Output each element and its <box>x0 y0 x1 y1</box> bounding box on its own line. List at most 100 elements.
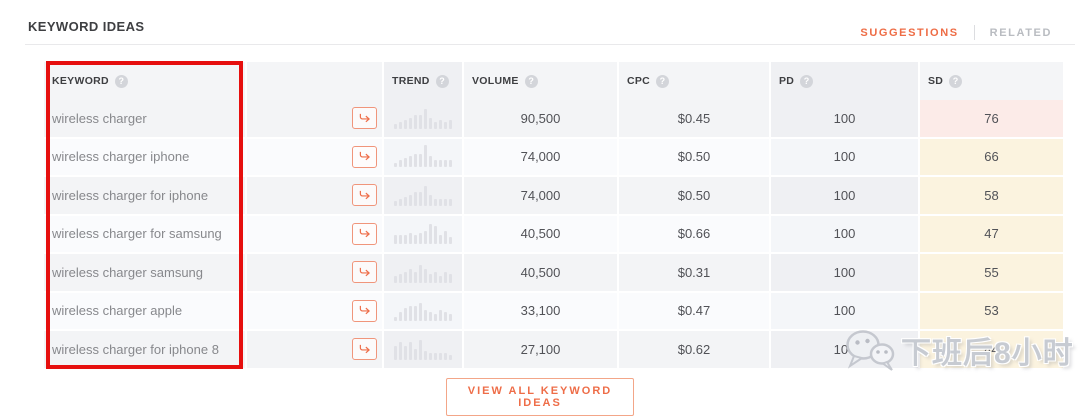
help-icon[interactable]: ? <box>656 74 670 88</box>
sd-cell: 44 <box>918 331 1063 368</box>
trend-bar <box>424 350 427 360</box>
trend-bar <box>439 352 442 360</box>
table-row: wireless charger iphone 74,000 $0.50 100 66 <box>44 138 1063 177</box>
keyword-cell[interactable]: wireless charger iphone <box>52 149 190 165</box>
column-header-keyword: KEYWORD ? <box>44 62 245 100</box>
view-all-keyword-ideas-button[interactable]: VIEW ALL KEYWORD IDEAS <box>446 378 634 416</box>
column-label: SD <box>928 75 944 87</box>
column-label: CPC <box>627 75 651 87</box>
arrow-right-icon <box>359 306 370 315</box>
trend-bar <box>429 352 432 360</box>
trend-bar <box>394 346 397 360</box>
trend-bar <box>419 153 422 167</box>
action-cell <box>245 215 382 252</box>
trend-bar <box>419 264 422 283</box>
arrow-right-icon <box>359 229 370 238</box>
trend-bar <box>409 156 412 167</box>
column-header-pd: PD ? <box>769 62 918 100</box>
table-row: wireless charger apple 33,100 $0.47 100 53 <box>44 292 1063 331</box>
trend-bar <box>399 160 402 167</box>
trend-bar <box>449 160 452 167</box>
help-icon[interactable]: ? <box>435 74 449 88</box>
trend-bar <box>414 192 417 206</box>
open-keyword-arrow-button[interactable] <box>352 107 377 130</box>
trend-bar <box>429 117 432 129</box>
trend-bar <box>444 121 447 129</box>
trend-bar <box>434 160 437 167</box>
trend-sparkline <box>382 177 462 214</box>
open-keyword-arrow-button[interactable] <box>352 261 377 284</box>
help-icon[interactable]: ? <box>949 74 963 88</box>
tab-separator <box>973 25 975 40</box>
table-row: wireless charger for samsung 40,500 $0.66 1… <box>44 215 1063 254</box>
keyword-cell[interactable]: wireless charger for iphone 8 <box>52 341 219 357</box>
help-icon[interactable]: ? <box>524 74 538 88</box>
sd-cell: 76 <box>918 100 1063 137</box>
arrow-right-icon <box>359 267 370 276</box>
trend-bar <box>424 310 427 321</box>
trend-bar <box>399 235 402 244</box>
trend-bar <box>404 196 407 206</box>
trend-bar <box>399 312 402 321</box>
pd-cell: 100 <box>769 215 918 252</box>
trend-bar <box>444 230 447 244</box>
help-icon[interactable]: ? <box>114 74 128 88</box>
trend-bar <box>414 305 417 321</box>
column-label: TREND <box>392 75 430 87</box>
trend-sparkline <box>382 292 462 329</box>
open-keyword-arrow-button[interactable] <box>352 299 377 322</box>
volume-cell: 33,100 <box>462 292 617 329</box>
open-keyword-arrow-button[interactable] <box>352 145 377 168</box>
open-keyword-arrow-button[interactable] <box>352 222 377 245</box>
column-header-action <box>245 62 382 100</box>
help-icon[interactable]: ? <box>800 74 814 88</box>
keyword-cell[interactable]: wireless charger for samsung <box>52 226 222 242</box>
keyword-cell[interactable]: wireless charger apple <box>52 303 183 319</box>
trend-bar <box>434 226 437 244</box>
trend-bar <box>414 235 417 244</box>
volume-cell: 74,000 <box>462 138 617 175</box>
cpc-cell: $0.62 <box>617 331 769 368</box>
trend-bar <box>434 271 437 283</box>
pd-cell: 100 <box>769 138 918 175</box>
trend-sparkline <box>382 100 462 137</box>
volume-cell: 27,100 <box>462 331 617 368</box>
trend-bar <box>414 153 417 167</box>
keyword-cell[interactable]: wireless charger <box>52 110 147 126</box>
tab-related[interactable]: RELATED <box>989 26 1052 39</box>
trend-bar <box>394 316 397 321</box>
trend-bar <box>409 305 412 321</box>
trend-bar <box>444 352 447 360</box>
table-body: wireless charger 90,500 $0.45 100 76 wireless… <box>44 100 1063 370</box>
keyword-cell[interactable]: wireless charger for iphone <box>52 187 209 203</box>
trend-bar <box>399 121 402 129</box>
trend-bar <box>419 339 422 360</box>
trend-bar <box>444 271 447 283</box>
action-cell <box>245 138 382 175</box>
sd-cell: 53 <box>918 292 1063 329</box>
trend-bar <box>424 269 427 283</box>
trend-bar <box>439 119 442 129</box>
trend-bar <box>449 314 452 321</box>
tab-suggestions[interactable]: SUGGESTIONS <box>860 26 959 39</box>
column-header-volume: VOLUME ? <box>462 62 617 100</box>
tab-bar: SUGGESTIONS RELATED <box>860 25 1052 40</box>
trend-bar <box>399 273 402 283</box>
trend-bar <box>424 230 427 244</box>
trend-bar <box>424 108 427 129</box>
trend-sparkline <box>382 331 462 368</box>
trend-bar <box>429 312 432 321</box>
pd-cell: 100 <box>769 177 918 214</box>
arrow-right-icon <box>359 190 370 199</box>
cpc-cell: $0.50 <box>617 177 769 214</box>
trend-bar <box>439 160 442 167</box>
trend-bar <box>409 194 412 206</box>
action-cell <box>245 292 382 329</box>
action-cell <box>245 100 382 137</box>
trend-bar <box>419 115 422 129</box>
keyword-cell[interactable]: wireless charger samsung <box>52 264 204 280</box>
open-keyword-arrow-button[interactable] <box>352 338 377 361</box>
arrow-right-icon <box>359 344 370 353</box>
action-cell <box>245 254 382 291</box>
open-keyword-arrow-button[interactable] <box>352 184 377 207</box>
